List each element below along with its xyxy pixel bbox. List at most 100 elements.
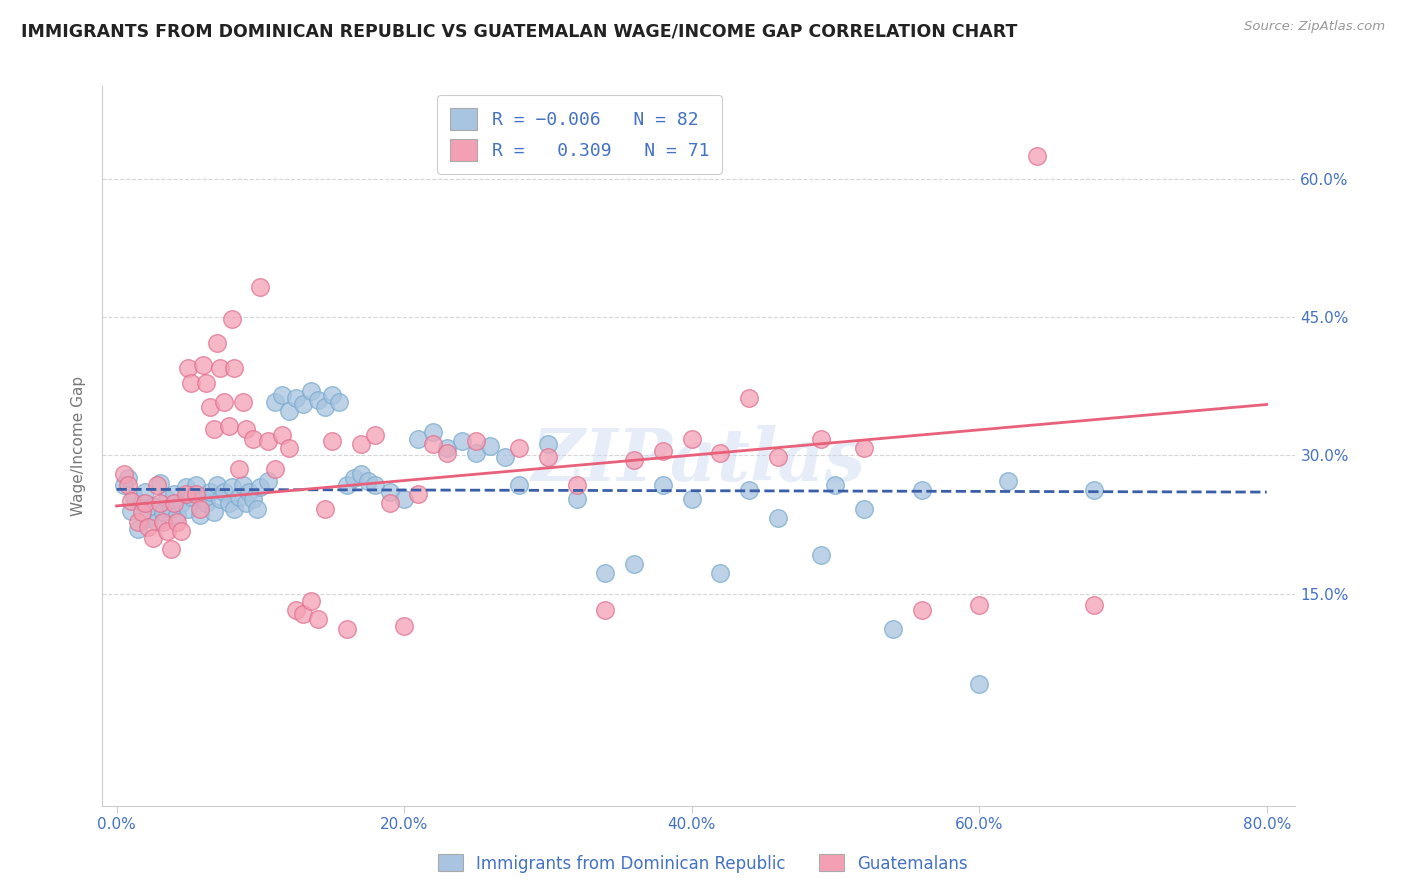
Point — [285, 603, 308, 617]
Point — [170, 524, 193, 538]
Point — [191, 358, 214, 372]
Point — [180, 376, 202, 391]
Point — [156, 524, 179, 538]
Point — [160, 542, 183, 557]
Point — [824, 477, 846, 491]
Point — [214, 485, 236, 500]
Point — [163, 496, 186, 510]
Point — [136, 511, 159, 525]
Point — [131, 496, 153, 510]
Point — [256, 474, 278, 488]
Point — [967, 677, 990, 691]
Point — [117, 477, 139, 491]
Point — [174, 487, 197, 501]
Point — [766, 511, 789, 525]
Point — [141, 499, 163, 513]
Point — [651, 443, 673, 458]
Point — [134, 485, 156, 500]
Point — [249, 480, 271, 494]
Point — [209, 492, 232, 507]
Point — [853, 441, 876, 455]
Point — [224, 360, 246, 375]
Point — [1025, 148, 1047, 162]
Point — [235, 496, 257, 510]
Point — [623, 452, 645, 467]
Point — [160, 501, 183, 516]
Point — [202, 505, 225, 519]
Point — [120, 494, 142, 508]
Point — [343, 471, 366, 485]
Point — [218, 496, 240, 510]
Point — [149, 496, 172, 510]
Point — [392, 492, 415, 507]
Point — [378, 496, 401, 510]
Point — [149, 475, 172, 490]
Point — [271, 428, 294, 442]
Point — [198, 401, 221, 415]
Point — [350, 467, 373, 481]
Point — [184, 477, 207, 491]
Point — [112, 467, 135, 481]
Point — [321, 434, 343, 449]
Point — [392, 619, 415, 633]
Point — [967, 598, 990, 612]
Point — [146, 515, 169, 529]
Point — [221, 480, 243, 494]
Point — [436, 441, 458, 455]
Point — [120, 503, 142, 517]
Point — [156, 492, 179, 507]
Legend: R = −0.006   N = 82, R =   0.309   N = 71: R = −0.006 N = 82, R = 0.309 N = 71 — [437, 95, 721, 174]
Point — [285, 391, 308, 405]
Point — [465, 446, 488, 460]
Point — [131, 505, 153, 519]
Point — [494, 450, 516, 464]
Legend: Immigrants from Dominican Republic, Guatemalans: Immigrants from Dominican Republic, Guat… — [432, 847, 974, 880]
Point — [450, 434, 472, 449]
Point — [378, 485, 401, 500]
Point — [271, 388, 294, 402]
Point — [623, 557, 645, 571]
Point — [508, 477, 530, 491]
Point — [321, 388, 343, 402]
Point — [218, 418, 240, 433]
Point — [256, 434, 278, 449]
Point — [117, 471, 139, 485]
Point — [152, 515, 174, 529]
Point — [170, 496, 193, 510]
Point — [853, 501, 876, 516]
Point — [364, 477, 387, 491]
Point — [465, 434, 488, 449]
Point — [911, 483, 934, 498]
Point — [709, 446, 731, 460]
Point — [565, 477, 588, 491]
Point — [357, 474, 380, 488]
Point — [184, 487, 207, 501]
Point — [911, 603, 934, 617]
Point — [328, 394, 350, 409]
Point — [209, 360, 232, 375]
Point — [122, 490, 145, 504]
Point — [249, 280, 271, 294]
Point — [350, 437, 373, 451]
Point — [228, 490, 250, 504]
Text: IMMIGRANTS FROM DOMINICAN REPUBLIC VS GUATEMALAN WAGE/INCOME GAP CORRELATION CHA: IMMIGRANTS FROM DOMINICAN REPUBLIC VS GU… — [21, 22, 1018, 40]
Point — [166, 515, 188, 529]
Point — [810, 548, 832, 562]
Point — [738, 483, 761, 498]
Point — [221, 311, 243, 326]
Point — [166, 508, 188, 523]
Point — [422, 425, 444, 439]
Point — [177, 501, 200, 516]
Point — [595, 603, 617, 617]
Point — [152, 505, 174, 519]
Point — [235, 422, 257, 436]
Point — [205, 477, 228, 491]
Point — [136, 520, 159, 534]
Point — [436, 446, 458, 460]
Point — [479, 439, 502, 453]
Point — [1083, 483, 1105, 498]
Point — [882, 622, 904, 636]
Point — [146, 477, 169, 491]
Point — [224, 501, 246, 516]
Point — [738, 391, 761, 405]
